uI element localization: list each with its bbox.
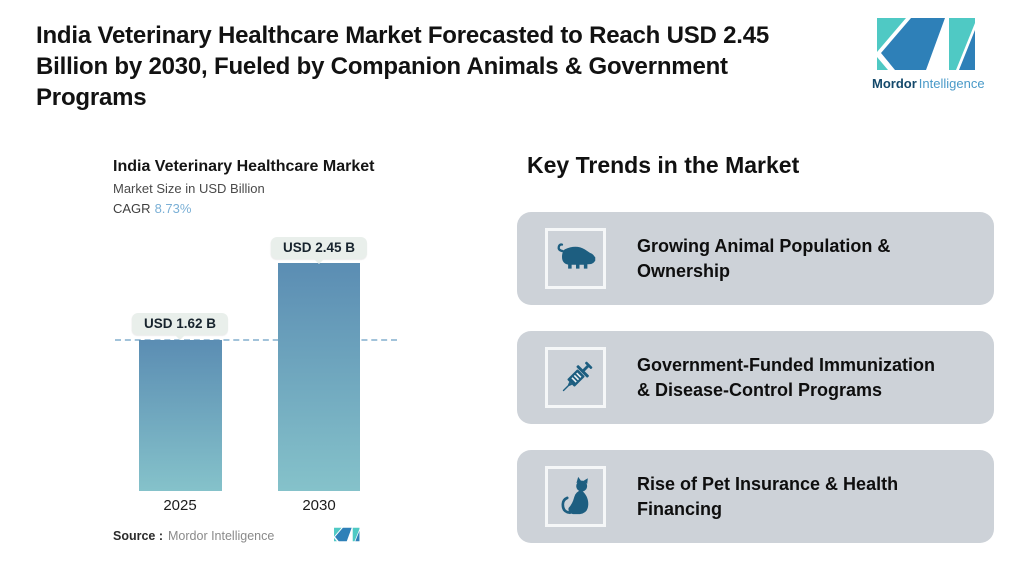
page-title-line-2: Billion by 2030, Fueled by Companion Ani… <box>36 53 728 80</box>
trend-line-2: & Disease-Control Programs <box>637 379 883 400</box>
trend-card-pet-insurance: Rise of Pet Insurance & Health Financing <box>517 450 994 543</box>
reference-dashed-line <box>115 339 397 341</box>
trend-text: Government-Funded Immunization & Disease… <box>637 353 935 403</box>
cagr-value: 8.73% <box>154 201 192 216</box>
mordor-m-small-icon <box>334 527 360 542</box>
pig-icon <box>557 242 595 269</box>
trend-line-1: Rise of Pet Insurance & Health <box>637 473 899 494</box>
x-axis-label-2025: 2025 <box>163 497 197 514</box>
source-value: Mordor Intelligence <box>168 529 275 543</box>
x-axis-label-2030: 2030 <box>302 497 336 514</box>
trend-line-2: Financing <box>637 498 722 519</box>
source-line: Source : Mordor Intelligence <box>113 529 274 543</box>
trend-card-immunization: Government-Funded Immunization & Disease… <box>517 331 994 424</box>
page-title-line-3: Programs <box>36 84 147 111</box>
trend-line-1: Government-Funded Immunization <box>637 354 936 375</box>
cagr-label: CAGR <box>113 201 151 216</box>
trend-text: Rise of Pet Insurance & Health Financing <box>637 472 898 522</box>
trend-icon-box <box>545 347 606 408</box>
page-title: India Veterinary Healthcare Market Forec… <box>36 20 769 113</box>
trend-text: Growing Animal Population & Ownership <box>637 234 890 284</box>
syringe-icon <box>562 361 592 391</box>
trend-icon-box <box>545 228 606 289</box>
bar-2025 <box>139 340 222 491</box>
mordor-m-icon <box>877 18 975 70</box>
trend-line-1: Growing Animal Population & <box>637 235 891 256</box>
cat-icon <box>561 476 588 514</box>
chart-cagr: CAGR 8.73% <box>113 201 191 216</box>
source-label: Source : <box>113 529 164 543</box>
trend-card-animal-population: Growing Animal Population & Ownership <box>517 212 994 305</box>
key-trends-heading: Key Trends in the Market <box>527 152 800 178</box>
trend-line-2: Ownership <box>637 260 731 281</box>
chart-title: India Veterinary Healthcare Market <box>113 158 375 175</box>
chart-subtitle: Market Size in USD Billion <box>113 181 265 196</box>
trend-icon-box <box>545 466 606 527</box>
brand-name: Mordor Intelligence <box>872 76 985 91</box>
page-title-line-1: India Veterinary Healthcare Market Forec… <box>36 22 770 49</box>
bar-2030 <box>278 263 360 491</box>
brand-name-bold: Mordor <box>872 76 917 91</box>
value-label-2025: USD 1.62 B <box>131 313 229 340</box>
brand-name-light: Intelligence <box>918 76 985 91</box>
brand-logo: Mordor Intelligence <box>872 16 985 91</box>
value-label-2030: USD 2.45 B <box>270 237 368 264</box>
